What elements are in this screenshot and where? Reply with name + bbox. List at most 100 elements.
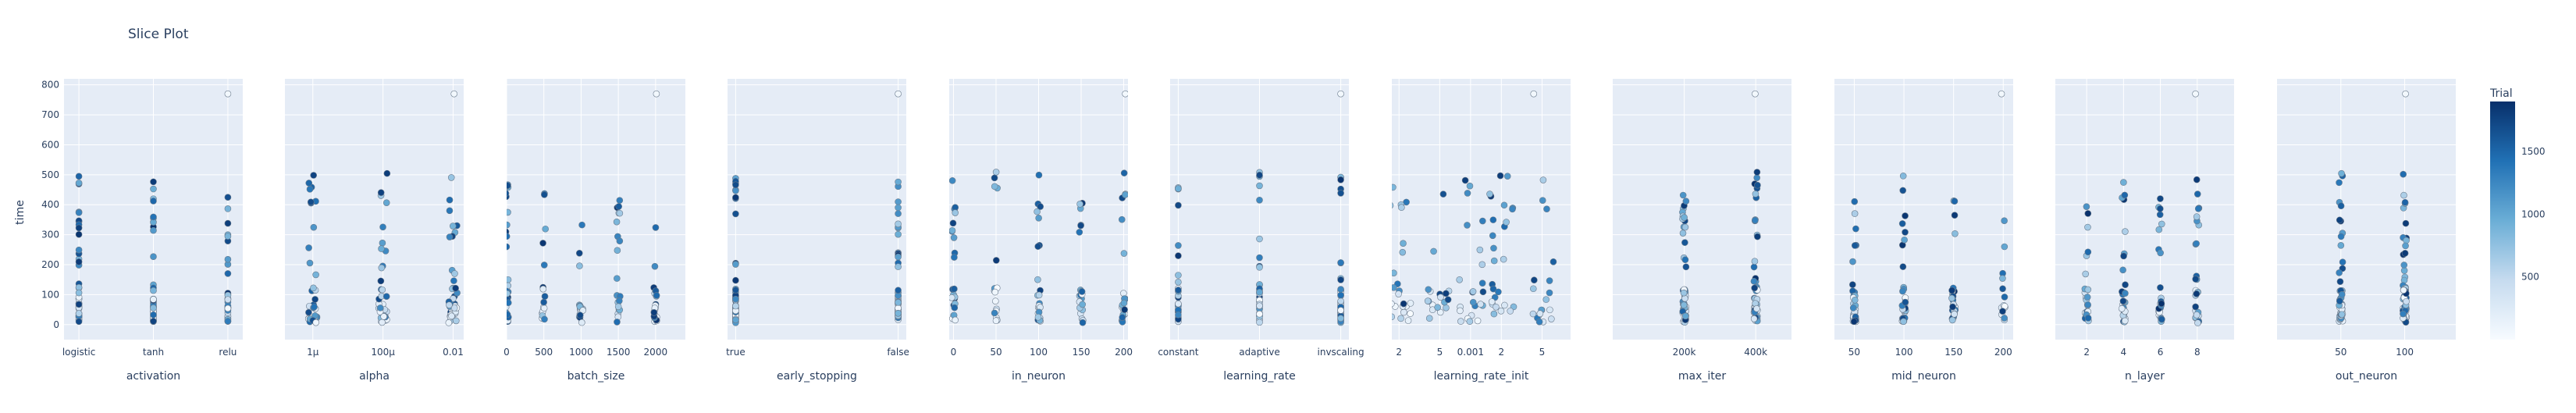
data-point: [1752, 190, 1759, 198]
data-point: [1503, 173, 1511, 180]
data-point: [507, 208, 511, 216]
panel-background: [728, 79, 906, 340]
data-point: [1681, 214, 1688, 221]
data-point: [614, 247, 621, 255]
data-point: [1407, 300, 1414, 307]
colorbar-tick-label: 1000: [2521, 208, 2546, 219]
data-point: [1486, 190, 1493, 198]
data-point: [895, 210, 902, 217]
data-point: [616, 237, 624, 244]
data-point: [732, 187, 739, 194]
data-point: [1121, 306, 1128, 313]
data-point: [310, 284, 317, 292]
data-point: [1434, 304, 1441, 311]
data-point: [1400, 308, 1407, 316]
data-point: [1681, 239, 1688, 246]
data-point: [1478, 279, 1486, 287]
data-point: [224, 318, 232, 325]
data-point: [2118, 304, 2126, 312]
x-tick-label: tanh: [143, 347, 164, 358]
x-tick-label: 5: [1539, 347, 1546, 358]
x-tick-label: 2000: [644, 347, 668, 358]
x-tick-label: 100: [2396, 347, 2414, 358]
data-point: [1548, 315, 1555, 322]
x-axis-label: batch_size: [568, 370, 625, 383]
data-point: [1679, 230, 1687, 237]
data-point: [2084, 301, 2091, 308]
data-point: [1948, 316, 1956, 324]
data-point: [1256, 288, 1263, 296]
data-point: [1751, 284, 1758, 292]
data-point: [895, 230, 902, 238]
x-tick-label: true: [726, 347, 745, 358]
data-point: [1750, 315, 1758, 322]
data-point: [1503, 219, 1510, 226]
data-point: [1256, 182, 1263, 190]
data-point: [2001, 294, 2008, 301]
data-point: [311, 296, 318, 303]
data-point: [652, 224, 660, 231]
data-point: [540, 262, 548, 269]
data-point: [1999, 275, 2006, 282]
x-tick-label: 100μ: [371, 347, 395, 358]
data-point: [1501, 301, 1508, 309]
data-point: [1424, 297, 1432, 304]
data-point: [75, 310, 83, 317]
data-point: [1902, 298, 1909, 306]
data-point: [1898, 220, 1906, 227]
data-point: [1530, 285, 1537, 293]
data-point: [615, 203, 622, 210]
x-axis-label: mid_neuron: [1891, 370, 1956, 383]
data-point: [2084, 223, 2091, 231]
panel-background: [2277, 79, 2456, 340]
data-point: [306, 186, 314, 193]
data-point: [895, 263, 902, 270]
data-point: [224, 270, 232, 277]
panel-background: [507, 79, 685, 340]
data-point: [1497, 308, 1505, 315]
data-point: [732, 295, 739, 303]
y-tick-label: 100: [41, 289, 59, 300]
panel-background: [1613, 79, 1791, 340]
data-point: [2337, 242, 2345, 249]
data-point: [539, 285, 547, 293]
data-point: [2120, 179, 2127, 186]
data-point: [1392, 300, 1395, 308]
data-point: [1400, 300, 1407, 308]
data-point: [1539, 197, 1546, 204]
data-point: [1851, 242, 1859, 249]
data-point: [1400, 240, 1407, 247]
data-point: [1539, 176, 1547, 183]
data-point: [1477, 301, 1484, 308]
data-point: [1681, 256, 1689, 263]
data-point: [450, 277, 457, 284]
data-point: [2339, 258, 2347, 266]
data-point: [1754, 233, 1761, 240]
data-point: [446, 207, 454, 215]
data-point: [1680, 289, 1688, 297]
data-point: [1466, 182, 1474, 190]
points-alpha: [304, 90, 461, 326]
data-point: [1902, 212, 1909, 219]
data-point: [1753, 169, 1761, 176]
data-point: [307, 198, 315, 206]
x-tick-label: adaptive: [1239, 347, 1279, 358]
data-point: [2156, 205, 2164, 212]
data-point: [1077, 222, 1084, 230]
data-point: [1175, 279, 1182, 286]
data-point: [150, 304, 157, 312]
data-point: [1037, 203, 1044, 210]
data-point: [1680, 301, 1688, 309]
x-tick-label: relu: [219, 347, 237, 358]
data-point: [75, 258, 83, 265]
data-point: [2084, 210, 2092, 217]
data-point: [1464, 190, 1471, 197]
x-tick-label: 6: [2158, 347, 2164, 358]
data-point: [224, 296, 232, 304]
data-point: [446, 196, 454, 204]
data-point: [895, 220, 902, 228]
data-point: [1530, 90, 1538, 98]
data-point: [1175, 252, 1182, 259]
data-point: [1999, 308, 2006, 315]
data-point: [150, 253, 157, 260]
